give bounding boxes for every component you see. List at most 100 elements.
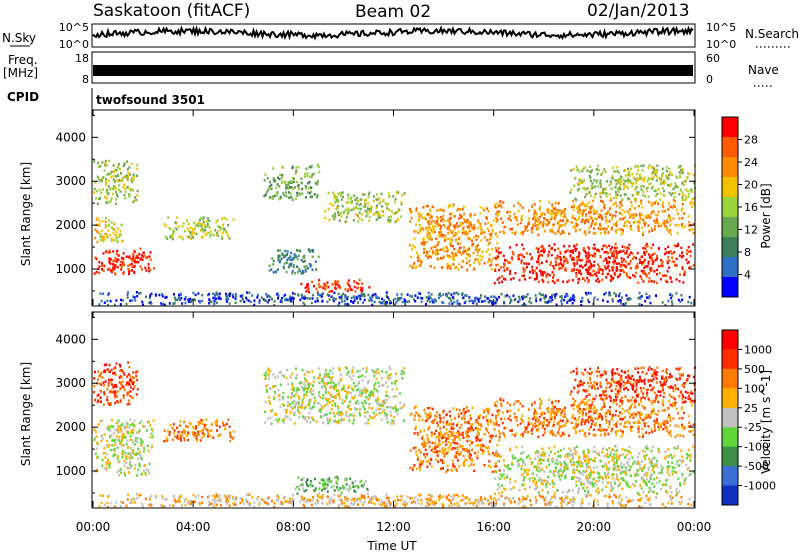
heatmap-cell	[98, 219, 100, 222]
heatmap-cell	[634, 221, 636, 224]
heatmap-cell	[450, 267, 452, 270]
heatmap-cell	[569, 250, 571, 253]
heatmap-cell	[616, 247, 618, 250]
heatmap-cell	[469, 230, 471, 233]
heatmap-cell	[337, 205, 339, 208]
heatmap-cell	[319, 482, 321, 485]
heatmap-cell	[666, 219, 668, 222]
heatmap-cell	[137, 388, 139, 391]
heatmap-cell	[356, 389, 358, 392]
heatmap-cell	[643, 222, 645, 225]
heatmap-cell	[101, 265, 103, 268]
heatmap-cell	[359, 414, 361, 417]
heatmap-cell	[322, 394, 324, 397]
heatmap-cell	[265, 293, 267, 296]
heatmap-cell	[684, 225, 686, 228]
date-title: 02/Jan/2013	[587, 1, 690, 21]
heatmap-cell	[97, 456, 99, 459]
heatmap-cell	[99, 179, 101, 182]
heatmap-cell	[107, 251, 109, 254]
heatmap-cell	[130, 447, 132, 450]
heatmap-cell	[348, 288, 350, 291]
heatmap-cell	[361, 374, 363, 377]
heatmap-cell	[585, 188, 587, 191]
heatmap-cell	[586, 277, 588, 280]
heatmap-cell	[328, 192, 330, 195]
heatmap-cell	[307, 182, 309, 185]
heatmap-cell	[532, 269, 534, 272]
heatmap-cell	[454, 292, 456, 295]
heatmap-cell	[132, 179, 134, 182]
heatmap-cell	[139, 429, 141, 432]
heatmap-cell	[593, 244, 595, 247]
heatmap-cell	[435, 221, 437, 224]
heatmap-cell	[115, 203, 117, 206]
heatmap-cell	[621, 296, 623, 299]
heatmap-cell	[114, 444, 116, 447]
heatmap-cell	[312, 297, 314, 300]
heatmap-cell	[264, 179, 266, 182]
heatmap-cell	[109, 259, 111, 262]
heatmap-cell	[273, 271, 275, 274]
heatmap-cell	[323, 378, 325, 381]
heatmap-cell	[225, 293, 227, 296]
heatmap-cell	[382, 214, 384, 217]
heatmap-cell	[486, 250, 488, 253]
heatmap-cell	[370, 391, 372, 394]
heatmap-cell	[552, 271, 554, 274]
heatmap-cell	[682, 194, 684, 197]
heatmap-cell	[662, 206, 664, 209]
heatmap-cell	[537, 251, 539, 254]
heatmap-cell	[573, 209, 575, 212]
heatmap-cell	[298, 401, 300, 404]
heatmap-cell	[127, 178, 129, 181]
heatmap-cell	[498, 269, 500, 272]
heatmap-cell	[356, 203, 358, 206]
heatmap-cell	[658, 211, 660, 214]
heatmap-cell	[106, 453, 108, 456]
heatmap-cell	[110, 300, 112, 303]
heatmap-cell	[100, 233, 102, 236]
heatmap-cell	[211, 301, 213, 304]
heatmap-cell	[114, 402, 116, 405]
heatmap-cell	[334, 489, 336, 492]
heatmap-cell	[120, 172, 122, 175]
heatmap-cell	[433, 266, 435, 269]
heatmap-cell	[462, 445, 464, 448]
heatmap-cell	[580, 272, 582, 275]
heatmap-cell	[246, 291, 248, 294]
heatmap-cell	[233, 430, 235, 433]
heatmap-cell	[603, 203, 605, 206]
heatmap-cell	[641, 214, 643, 217]
heatmap-cell	[349, 375, 351, 378]
heatmap-cell	[660, 278, 662, 281]
heatmap-cell	[132, 450, 134, 453]
heatmap-cell	[98, 303, 100, 306]
heatmap-cell	[577, 211, 579, 214]
heatmap-cell	[117, 422, 119, 425]
heatmap-cell	[207, 223, 209, 226]
heatmap-cell	[414, 294, 416, 297]
heatmap-cell	[679, 175, 681, 178]
heatmap-cell	[459, 409, 461, 412]
heatmap-cell	[223, 217, 225, 220]
heatmap-cell	[287, 250, 289, 253]
heatmap-cell	[377, 402, 379, 405]
heatmap-cell	[184, 298, 186, 301]
heatmap-cell	[579, 253, 581, 256]
heatmap-cell	[105, 217, 107, 220]
heatmap-cell	[616, 266, 618, 269]
heatmap-cell	[557, 257, 559, 260]
heatmap-cell	[418, 419, 420, 422]
heatmap-cell	[505, 278, 507, 281]
heatmap-cell	[284, 415, 286, 418]
heatmap-cell	[229, 426, 231, 429]
heatmap-cell	[685, 189, 687, 192]
heatmap-cell	[322, 397, 324, 400]
heatmap-cell	[625, 221, 627, 224]
heatmap-cell	[590, 194, 592, 197]
heatmap-cell	[460, 412, 462, 415]
heatmap-cell	[293, 406, 295, 409]
heatmap-cell	[103, 404, 105, 407]
heatmap-cell	[612, 300, 614, 303]
